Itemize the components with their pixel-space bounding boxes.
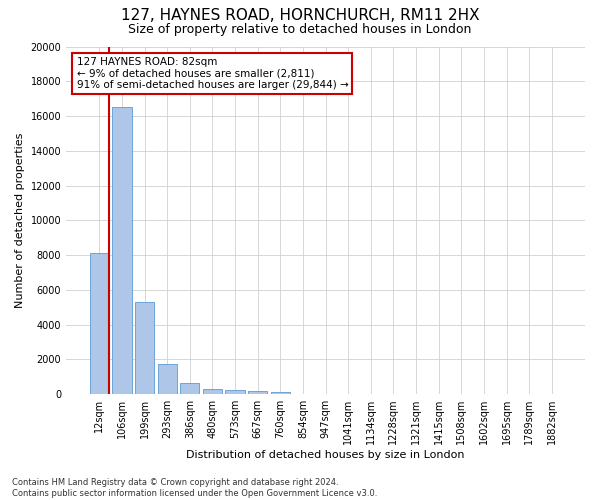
Bar [158, 364, 177, 394]
Bar [248, 392, 268, 394]
Text: Size of property relative to detached houses in London: Size of property relative to detached ho… [128, 22, 472, 36]
Bar [112, 108, 131, 394]
Bar [135, 302, 154, 394]
Bar [271, 392, 290, 394]
Text: 127 HAYNES ROAD: 82sqm
← 9% of detached houses are smaller (2,811)
91% of semi-d: 127 HAYNES ROAD: 82sqm ← 9% of detached … [77, 57, 348, 90]
Bar [203, 389, 222, 394]
Bar [180, 383, 199, 394]
Text: 127, HAYNES ROAD, HORNCHURCH, RM11 2HX: 127, HAYNES ROAD, HORNCHURCH, RM11 2HX [121, 8, 479, 22]
Bar [90, 254, 109, 394]
Y-axis label: Number of detached properties: Number of detached properties [15, 132, 25, 308]
Text: Contains HM Land Registry data © Crown copyright and database right 2024.
Contai: Contains HM Land Registry data © Crown c… [12, 478, 377, 498]
X-axis label: Distribution of detached houses by size in London: Distribution of detached houses by size … [187, 450, 465, 460]
Bar [226, 390, 245, 394]
